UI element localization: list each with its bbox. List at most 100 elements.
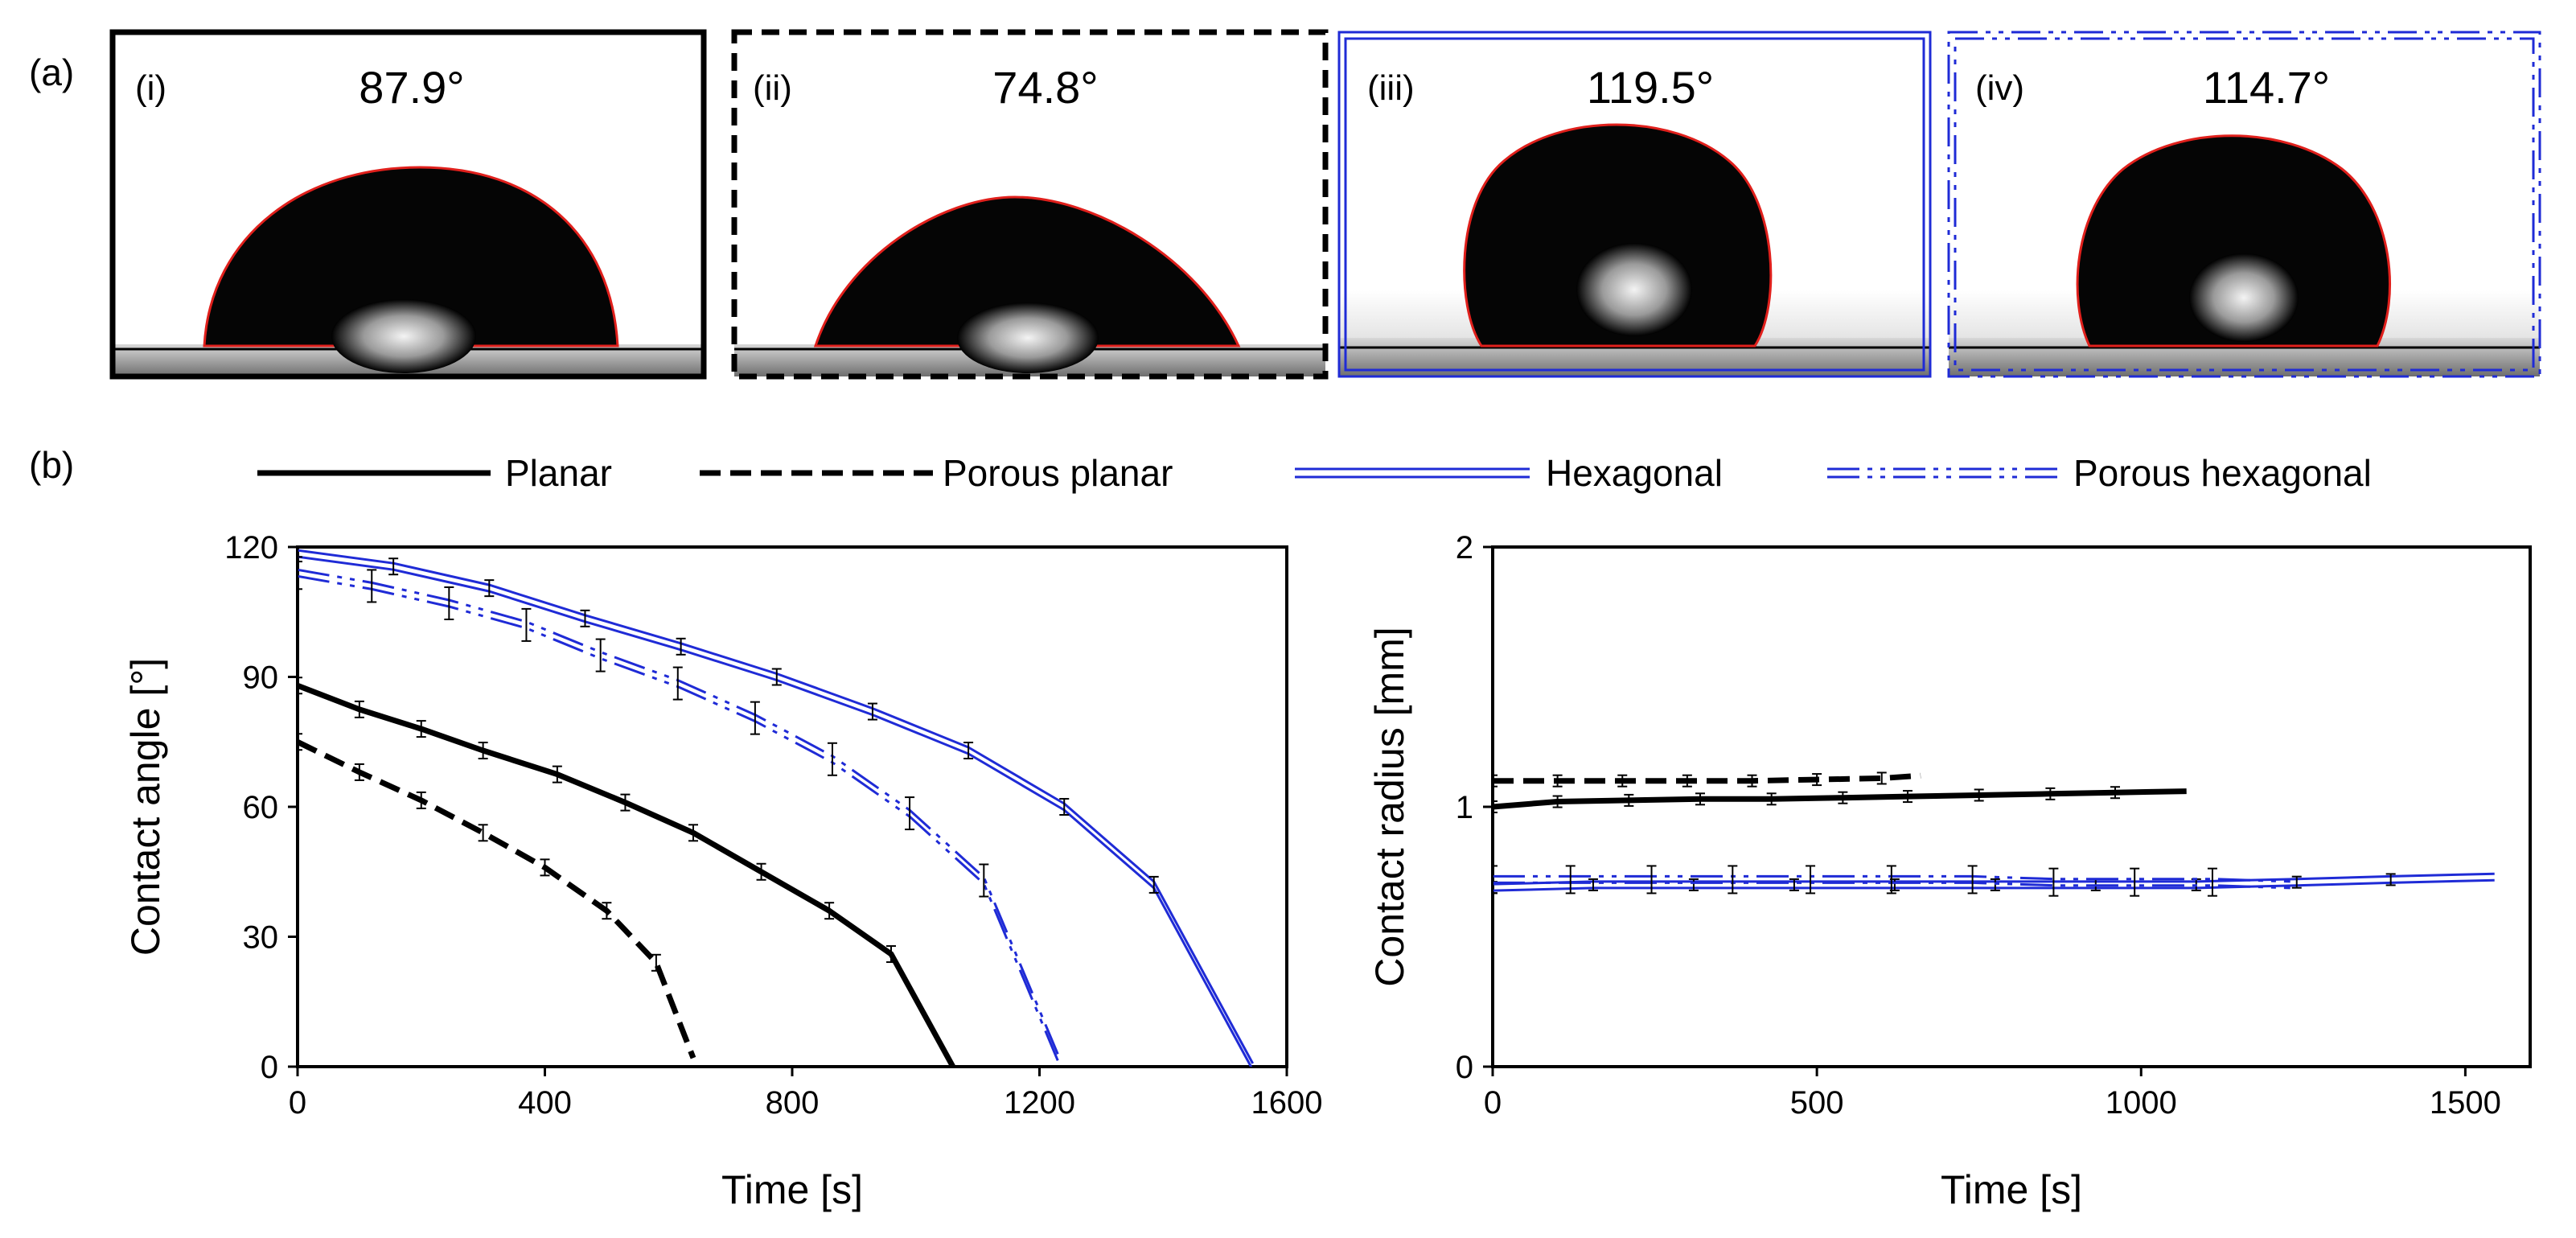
legend-entry-porous-hexagonal: Porous hexagonal [1827, 452, 2372, 494]
error-bar [1148, 875, 1159, 894]
error-bar [1646, 865, 1657, 895]
error-bar [1812, 773, 1822, 787]
photo-label: (iv) [1975, 68, 2024, 108]
error-bar [672, 666, 683, 701]
legend-entry-hexagonal: Hexagonal [1295, 452, 1723, 494]
error-bar [1682, 774, 1692, 788]
series-line [298, 739, 696, 1059]
x-tick-label: 500 [1790, 1085, 1844, 1121]
error-bar [484, 579, 495, 598]
error-bar [651, 953, 661, 972]
contact-angle-value: 74.8° [992, 62, 1098, 113]
photo-label: (iii) [1367, 68, 1415, 108]
error-bar [2385, 873, 2396, 886]
error-bar [824, 902, 835, 920]
series-porous [1493, 771, 1921, 788]
error-bar [1876, 771, 1887, 785]
series-hex [298, 547, 1255, 1067]
x-axis-title: Time [s] [1941, 1167, 2082, 1212]
error-bar [688, 824, 698, 842]
x-tick-label: 400 [518, 1085, 572, 1121]
error-bar [1838, 791, 1848, 804]
error-bar [756, 862, 766, 881]
error-bar [298, 547, 302, 563]
error-bar [963, 742, 974, 760]
error-bar [750, 701, 760, 735]
error-bar [1565, 865, 1576, 895]
error-bar [2048, 867, 2059, 897]
error-bar [1624, 793, 1634, 807]
photo-porous-hexagonal: (iv) 114.7° [1947, 31, 2541, 378]
droplet-shape [2076, 134, 2392, 348]
series-planar [298, 677, 955, 1067]
legend-label-planar: Planar [505, 452, 612, 494]
error-bar [367, 569, 377, 603]
error-bar [1903, 790, 1912, 804]
contact-angle-chart: 0 400 800 1200 1600 0 30 60 90 120 Time [s] Conta… [123, 530, 1322, 1212]
error-bar [1059, 798, 1070, 816]
error-bar [676, 637, 686, 656]
y-axis-title: Contact angle [°] [123, 658, 168, 956]
error-bar [2045, 787, 2056, 800]
series-porous-hex [1493, 865, 2290, 897]
error-bar [298, 677, 302, 695]
error-bar [416, 720, 426, 738]
droplet-shape [813, 195, 1241, 348]
error-bar [1588, 878, 1598, 891]
error-bar [1552, 774, 1563, 788]
x-tick-label: 800 [766, 1085, 820, 1121]
error-bar [1886, 865, 1896, 895]
series-porous [298, 733, 696, 1059]
error-bar [521, 607, 532, 642]
y-tick-label: 0 [1456, 1050, 1473, 1085]
series-planar [1493, 786, 2187, 813]
error-bar [2291, 875, 2302, 889]
error-bar [478, 824, 488, 842]
legend-entry-porous-planar: Porous planar [700, 452, 1173, 494]
error-bar [1617, 774, 1628, 788]
error-bar [354, 700, 364, 718]
plot-frame [296, 545, 1288, 1068]
error-bar [354, 763, 364, 781]
error-bar [867, 702, 877, 721]
error-bar [540, 858, 550, 877]
x-axis-title: Time [s] [721, 1167, 863, 1212]
error-bar [1806, 865, 1816, 895]
contact-angle-value: 87.9° [359, 62, 464, 113]
error-bar [771, 668, 782, 686]
photo-label: (i) [135, 68, 166, 108]
error-bar [979, 863, 989, 898]
photo-frame [109, 29, 707, 380]
photo-frame [1337, 31, 1932, 378]
error-bar [1747, 774, 1757, 788]
error-bar [620, 793, 631, 812]
droplet-shape [203, 166, 619, 348]
contact-angle-value: 114.7° [2203, 62, 2330, 113]
error-bar [602, 902, 612, 920]
error-bar [1990, 878, 2000, 891]
y-tick-label: 1 [1456, 790, 1473, 825]
error-bar [1967, 865, 1978, 895]
error-bar [905, 796, 915, 831]
photo-frame [1947, 31, 2541, 378]
error-bar [1552, 795, 1563, 808]
droplet-photos: (i) 87.9° (ii) 74.8° (iii) 119.5° [109, 29, 2541, 380]
panel-a-label: (a) [29, 51, 74, 93]
legend-label-porous-planar: Porous planar [943, 452, 1173, 494]
contact-angle-value: 119.5° [1587, 62, 1714, 113]
x-tick-label: 1600 [1251, 1085, 1323, 1121]
error-bar [1493, 800, 1498, 813]
photo-planar: (i) 87.9° [109, 29, 707, 380]
photo-hexagonal: (iii) 119.5° [1337, 31, 1932, 378]
x-tick-label: 1500 [2430, 1085, 2501, 1121]
legend-entry-planar: Planar [257, 452, 612, 494]
photo-label: (ii) [753, 68, 792, 108]
error-bar [1728, 865, 1738, 895]
error-bar [1974, 788, 1984, 802]
y-tick-label: 0 [261, 1050, 278, 1085]
error-bar [552, 765, 562, 784]
series-line [1493, 772, 1921, 784]
contact-radius-chart: 0 500 1000 1500 0 1 2 Time [s] Contact radius … [1367, 530, 2532, 1212]
error-bar [2207, 867, 2217, 897]
error-bar [1493, 865, 1498, 895]
